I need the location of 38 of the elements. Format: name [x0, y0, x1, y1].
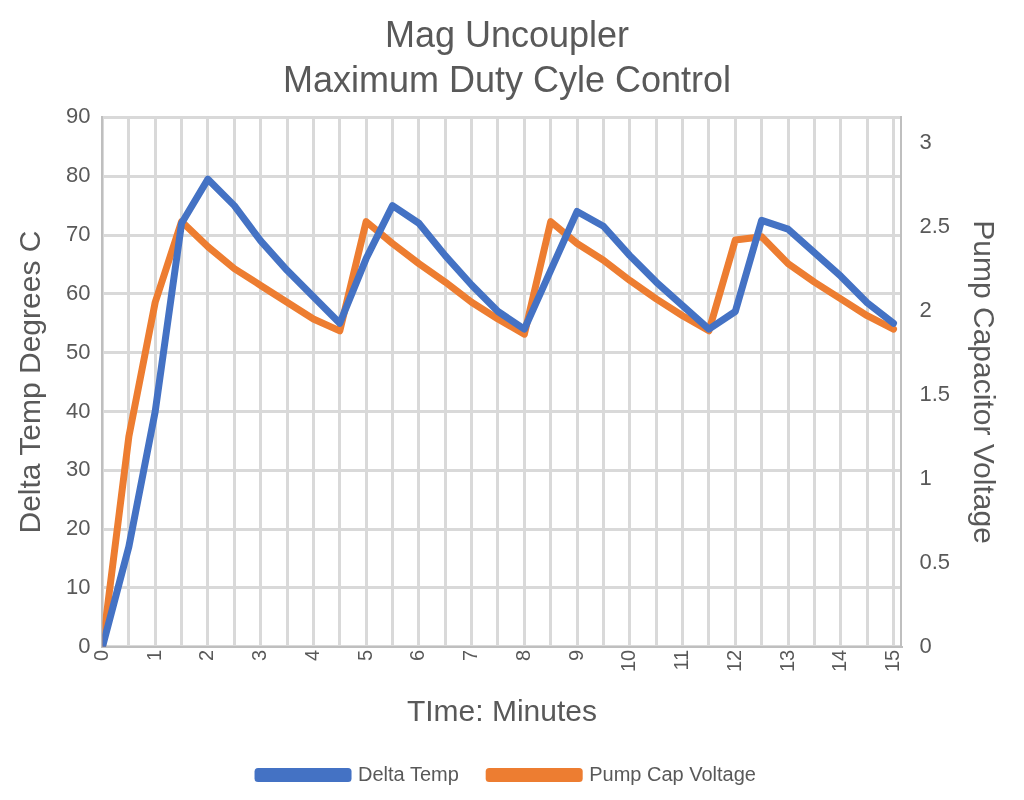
y-tick-label: 30 [65, 456, 91, 482]
y-tick-label: 50 [65, 338, 91, 364]
y2-tick-label: 3 [919, 128, 932, 154]
y-axis-title: Delta Temp Degrees C [13, 230, 47, 534]
y-tick-label: 40 [65, 397, 91, 423]
x-tick-label: 13 [775, 649, 798, 672]
y2-tick-label: 1.5 [919, 380, 951, 406]
y2-tick-label: 1 [919, 464, 932, 490]
y-tick-label: 60 [65, 279, 91, 305]
x-tick-label: 3 [248, 649, 271, 661]
y-tick-label: 70 [65, 221, 91, 247]
x-tick-label: 7 [459, 649, 482, 661]
legend-label: Delta Temp [358, 762, 459, 785]
y-tick-label: 10 [65, 574, 91, 599]
chart-subtitle: Maximum Duty Cyle Control [282, 58, 732, 100]
x-tick-label: 5 [353, 649, 376, 661]
x-axis-title: TIme: Minutes [406, 694, 597, 728]
x-tick-label: 4 [300, 649, 323, 661]
x-tick-label: 6 [406, 649, 429, 661]
y2-tick-label: 2.5 [919, 212, 951, 238]
y-tick-label: 90 [65, 103, 91, 129]
x-tick-label: 11 [670, 649, 693, 671]
x-tick-label: 1 [142, 649, 165, 661]
x-tick-label: 12 [722, 649, 745, 672]
x-tick-label: 15 [881, 649, 904, 672]
y2-tick-label: 0.5 [919, 548, 951, 574]
y2-tick-label: 2 [919, 296, 932, 322]
chart-title: Mag Uncoupler [384, 13, 630, 55]
x-tick-label: 2 [195, 649, 218, 661]
x-tick-label: 10 [617, 649, 640, 672]
x-tick-label: 0 [89, 649, 112, 661]
legend-label: Pump Cap Voltage [589, 762, 756, 785]
y-tick-label: 20 [65, 515, 91, 541]
x-tick-label: 14 [828, 649, 851, 672]
y2-axis-title: Pump Capacitor Voltage [967, 220, 1001, 544]
x-tick-label: 8 [511, 649, 534, 661]
y-tick-label: 80 [65, 162, 91, 188]
x-tick-label: 9 [564, 649, 587, 661]
